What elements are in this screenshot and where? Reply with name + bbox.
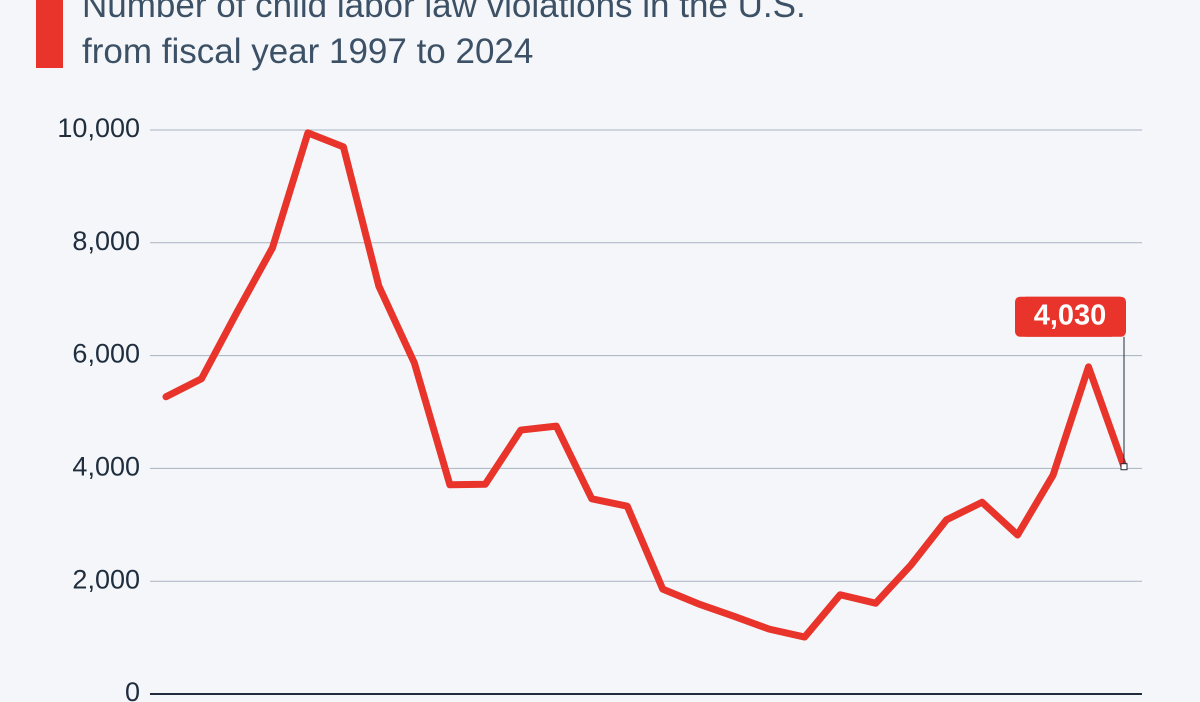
chart-title: Number of child labor law violations in … [82, 0, 806, 71]
value-label: 4,030 [1034, 299, 1107, 331]
y-tick-label: 6,000 [72, 339, 140, 369]
point-marker [1120, 463, 1128, 471]
title-accent [36, 0, 63, 68]
y-tick-label: 4,000 [72, 452, 140, 482]
y-tick-label: 2,000 [72, 564, 140, 594]
value-label-box [1015, 296, 1126, 337]
y-tick-label: 10,000 [57, 113, 140, 143]
y-tick-label: 0 [125, 677, 140, 702]
line [162, 129, 1128, 641]
y-tick-label: 8,000 [72, 226, 140, 256]
